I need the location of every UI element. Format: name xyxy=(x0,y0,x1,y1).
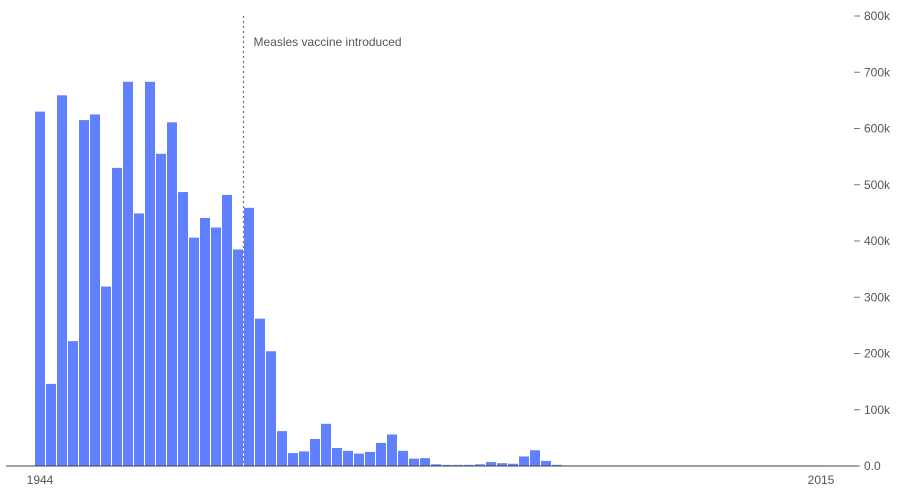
x-tick-label-start: 1944 xyxy=(27,473,54,487)
x-axis: 1944 2015 xyxy=(6,465,858,487)
y-tick-label: 400k xyxy=(864,234,891,248)
bar-1988 xyxy=(519,456,529,466)
bar-1962 xyxy=(233,249,243,466)
bar-1966 xyxy=(277,431,287,466)
bar-1956 xyxy=(167,122,177,466)
bar-1984 xyxy=(475,464,485,466)
bar-1974 xyxy=(365,451,375,466)
bar-1944 xyxy=(35,111,45,466)
bar-1964 xyxy=(255,318,265,466)
bar-1952 xyxy=(123,81,133,466)
bar-1991 xyxy=(552,464,562,466)
bar-1977 xyxy=(398,450,408,466)
bar-1978 xyxy=(409,458,419,466)
bar-1969 xyxy=(310,439,320,466)
bar-1976 xyxy=(387,434,397,466)
bar-1975 xyxy=(376,442,386,466)
bar-1985 xyxy=(486,462,496,466)
bar-1963 xyxy=(244,207,254,466)
bar-1955 xyxy=(156,153,166,466)
y-tick-label: 600k xyxy=(864,122,891,136)
bar-1954 xyxy=(145,81,155,466)
bar-1951 xyxy=(112,167,122,466)
y-tick-label: 500k xyxy=(864,178,891,192)
bar-1973 xyxy=(354,453,364,466)
bar-1961 xyxy=(222,194,232,466)
bar-1948 xyxy=(79,120,89,466)
y-tick-label: 800k xyxy=(864,9,891,23)
bar-1967 xyxy=(288,453,298,466)
bar-1945 xyxy=(46,383,56,466)
bar-1989 xyxy=(530,450,540,466)
bars-group xyxy=(35,81,826,466)
bar-1980 xyxy=(431,464,441,466)
y-tick-label: 700k xyxy=(864,65,891,79)
bar-1982 xyxy=(453,464,463,466)
bar-1946 xyxy=(57,95,67,466)
bar-1983 xyxy=(464,464,474,466)
vaccine-annotation: Measles vaccine introduced xyxy=(242,16,402,466)
bar-1972 xyxy=(343,450,353,466)
bar-1968 xyxy=(299,451,309,466)
y-tick-label: 300k xyxy=(864,290,891,304)
bar-1958 xyxy=(189,237,199,466)
bar-1981 xyxy=(442,464,452,466)
bar-1979 xyxy=(420,458,430,466)
y-tick-label: 200k xyxy=(864,347,891,361)
vaccine-annotation-label: Measles vaccine introduced xyxy=(254,35,402,49)
bar-1990 xyxy=(541,460,551,466)
bar-1965 xyxy=(266,351,276,466)
y-tick-label: 100k xyxy=(864,403,891,417)
bar-1970 xyxy=(321,423,331,466)
bar-1960 xyxy=(211,227,221,466)
y-tick-label: 0.0 xyxy=(864,459,881,473)
bar-1953 xyxy=(134,213,144,466)
bar-1950 xyxy=(101,286,111,466)
bar-1949 xyxy=(90,114,100,466)
bar-1947 xyxy=(68,341,78,466)
x-tick-label-end: 2015 xyxy=(808,473,835,487)
bar-1957 xyxy=(178,192,188,466)
bar-1959 xyxy=(200,217,210,466)
bar-1987 xyxy=(508,463,518,466)
bar-1986 xyxy=(497,463,507,466)
y-axis: 0.0 100k 200k 300k 400k 500k 600k 700k 800k xyxy=(854,9,891,473)
bar-1971 xyxy=(332,448,342,466)
